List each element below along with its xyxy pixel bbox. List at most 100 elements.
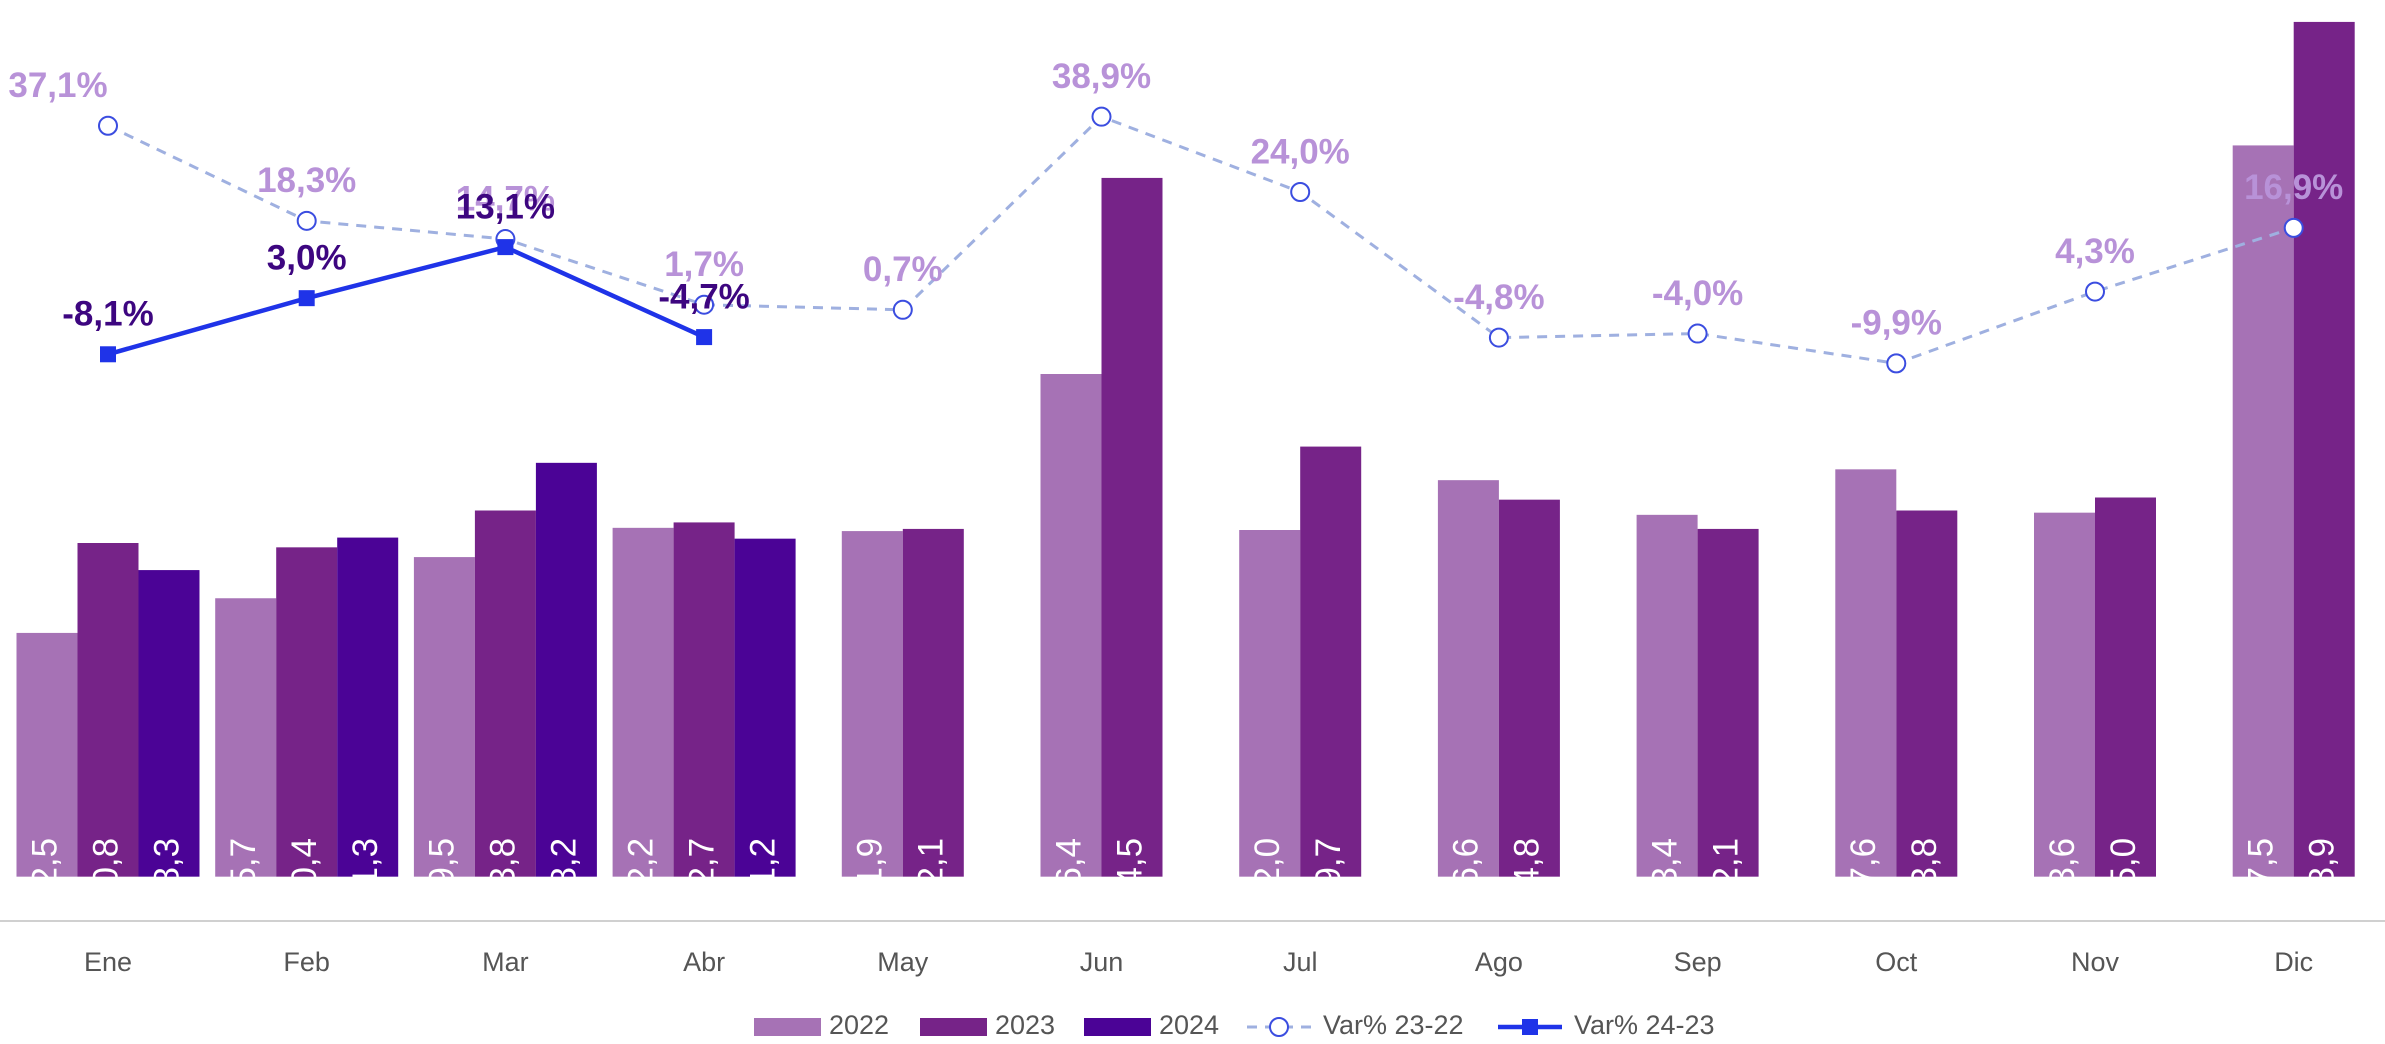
line-marker	[98, 115, 118, 136]
bar	[1835, 469, 1897, 877]
bar-value-label: 39,7	[1309, 838, 1348, 906]
line-value-label: -4,7%	[658, 277, 749, 316]
bar-value-label: 64,5	[1110, 838, 1149, 906]
line-marker	[892, 299, 913, 320]
bar	[2095, 497, 2156, 877]
line-value-label: 4,3%	[2055, 232, 2135, 271]
bar	[2034, 512, 2095, 877]
bar-value-label: 30,8	[86, 838, 125, 906]
x-tick-label: Jun	[1080, 947, 1124, 977]
line-value-label: 0,7%	[863, 250, 943, 289]
line-marker	[1886, 353, 1907, 374]
bar-value-label: 32,0	[1248, 838, 1287, 906]
bar	[215, 598, 277, 877]
legend-label: 2023	[995, 1010, 1055, 1040]
bar	[1896, 510, 1958, 877]
bar	[612, 527, 674, 877]
line-marker	[1488, 327, 1509, 348]
bar	[1101, 177, 1163, 877]
line-marker	[296, 210, 317, 231]
bar	[1636, 514, 1698, 877]
legend-marker	[1269, 1017, 1289, 1037]
line-value-label: 13,1%	[456, 187, 555, 226]
bar	[77, 543, 139, 877]
bar	[337, 537, 399, 877]
x-tick-label: Nov	[2071, 947, 2120, 977]
x-tick-label: May	[877, 947, 929, 977]
legend-marker	[1522, 1019, 1538, 1035]
bar-value-label: 32,2	[621, 838, 660, 906]
line-marker	[100, 346, 116, 363]
bar-value-label: 31,2	[743, 838, 782, 906]
x-tick-label: Ago	[1475, 947, 1523, 977]
bar-value-label: 31,9	[851, 838, 890, 906]
bar-value-label: 33,6	[2043, 838, 2082, 906]
bar	[1437, 480, 1499, 877]
legend-swatch	[754, 1018, 821, 1036]
bar-value-label: 36,6	[1447, 838, 1486, 906]
legend-swatch	[1084, 1018, 1151, 1036]
bar	[474, 510, 536, 877]
line-marker	[696, 329, 713, 346]
bar	[2293, 21, 2355, 877]
line-value-label: -4,8%	[1453, 278, 1544, 317]
bar-value-label: 33,4	[1645, 838, 1684, 906]
bar-value-label: 67,5	[2241, 838, 2280, 906]
line-value-label: 16,9%	[2244, 168, 2343, 207]
bar-value-label: 30,4	[285, 838, 324, 906]
line-value-label: 3,0%	[267, 238, 347, 277]
line-value-label: 37,1%	[8, 66, 107, 105]
bar-value-label: 32,1	[912, 838, 951, 906]
line-value-label: 38,9%	[1052, 57, 1151, 96]
bar	[1040, 374, 1102, 877]
bar	[535, 462, 597, 877]
line-marker	[1290, 182, 1311, 202]
line-value-label: 14,7%	[456, 179, 555, 218]
x-tick-label: Jul	[1283, 947, 1318, 977]
bar-value-label: 46,4	[1049, 838, 1088, 906]
legend-label: Var% 23-22	[1323, 1010, 1464, 1040]
line-marker	[2283, 217, 2304, 238]
bar-value-label: 35,0	[2104, 838, 2143, 906]
bar	[1697, 528, 1759, 877]
line-value-label: 18,3%	[257, 161, 356, 200]
bar	[2232, 145, 2294, 877]
bar-value-label: 32,7	[682, 838, 721, 906]
bar	[1498, 499, 1560, 877]
bar	[413, 557, 475, 877]
bar-value-label: 31,3	[346, 838, 385, 906]
x-tick-label: Sep	[1674, 947, 1722, 977]
x-tick-label: Oct	[1875, 947, 1918, 977]
bar	[16, 632, 78, 877]
line-marker	[1687, 323, 1708, 344]
legend-label: Var% 24-23	[1574, 1010, 1715, 1040]
x-tick-label: Ene	[84, 947, 132, 977]
line-value-label: -8,1%	[62, 295, 153, 334]
bar	[1300, 446, 1362, 877]
x-tick-label: Dic	[2274, 947, 2313, 977]
legend-label: 2024	[1159, 1010, 1219, 1040]
legend-swatch	[920, 1018, 987, 1036]
bar	[841, 531, 903, 877]
x-tick-label: Mar	[482, 947, 529, 977]
line	[107, 244, 706, 357]
bar-value-label: 37,6	[1844, 838, 1883, 906]
line-marker	[1091, 106, 1112, 127]
bar-value-label: 38,2	[545, 838, 584, 906]
bar-value-label: 28,3	[147, 838, 186, 906]
bar	[673, 522, 735, 877]
bar	[902, 528, 964, 877]
line-marker	[298, 290, 315, 307]
bar-value-label: 22,5	[25, 838, 64, 906]
bar-value-label: 25,7	[224, 838, 263, 906]
x-tick-label: Feb	[283, 947, 330, 977]
line-value-label: -9,9%	[1851, 304, 1942, 343]
bar	[1239, 530, 1301, 877]
bar-value-label: 33,8	[484, 838, 523, 906]
bar	[734, 538, 796, 877]
legend-label: 2022	[829, 1010, 889, 1040]
bar	[276, 547, 338, 877]
bar	[138, 570, 200, 877]
line-marker	[694, 294, 715, 315]
